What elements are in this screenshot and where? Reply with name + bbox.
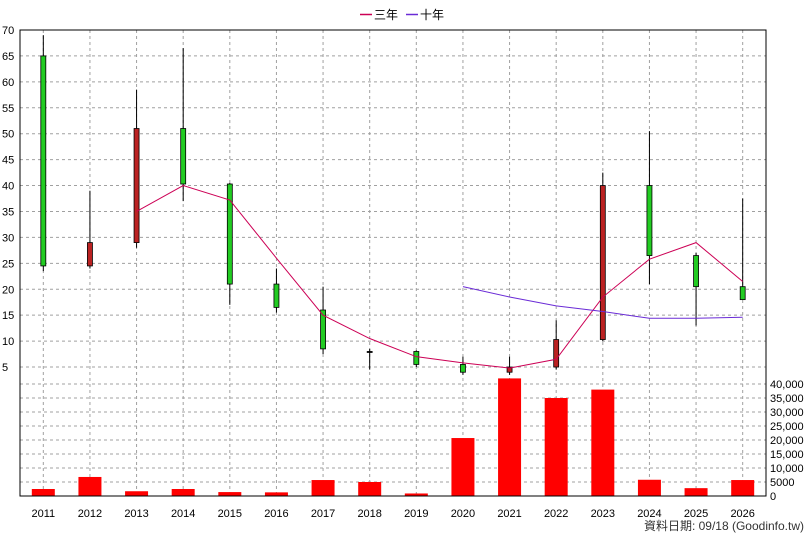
- candle-body: [553, 339, 560, 368]
- volume-bar: [451, 438, 475, 496]
- x-tick-label: 2025: [684, 508, 708, 520]
- volume-tick-label: 30,000: [770, 407, 804, 419]
- legend: 三年 十年: [360, 8, 444, 22]
- volume-bar: [171, 489, 195, 496]
- volume-bar: [358, 482, 382, 496]
- price-tick-label: 25: [2, 258, 14, 270]
- volume-bar: [218, 492, 242, 496]
- candle-body: [320, 309, 326, 350]
- x-tick-label: 2011: [31, 508, 55, 520]
- volume-bar: [78, 476, 102, 496]
- candle-body: [40, 55, 47, 267]
- volume-bar: [684, 488, 708, 496]
- candle-body: [226, 183, 233, 285]
- volume-bar: [591, 389, 615, 496]
- x-tick-label: 2017: [311, 508, 335, 520]
- candle-body: [87, 242, 93, 267]
- series-line: [462, 286, 743, 319]
- price-tick-label: 5: [2, 362, 8, 374]
- volume-bar: [31, 489, 55, 496]
- x-tick-label: 2014: [171, 508, 195, 520]
- price-tick-label: 20: [2, 284, 14, 296]
- price-tick-label: 60: [2, 77, 14, 89]
- candle-body: [273, 283, 280, 308]
- price-tick-label: 70: [2, 25, 14, 37]
- volume-bar: [731, 480, 755, 496]
- candle-body: [133, 128, 140, 243]
- x-tick-label: 2022: [544, 508, 568, 520]
- x-tick-label: 2018: [357, 508, 381, 520]
- volume-bar: [125, 491, 149, 496]
- x-tick-label: 2013: [124, 508, 148, 520]
- price-tick-label: 55: [2, 103, 14, 115]
- candle-body: [460, 364, 466, 373]
- volume-bar: [544, 398, 568, 496]
- x-tick-label: 2016: [264, 508, 288, 520]
- price-tick-label: 45: [2, 155, 14, 167]
- x-tick-label: 2012: [78, 508, 102, 520]
- source-date-label: 資料日期: 09/18 (Goodinfo.tw): [644, 519, 804, 533]
- candle-body: [506, 366, 513, 373]
- candle-body: [599, 185, 606, 340]
- volume-tick-label: 35,000: [770, 393, 804, 405]
- candle-body: [739, 286, 746, 301]
- plot-frame: [19, 29, 767, 497]
- price-tick-label: 10: [2, 336, 14, 348]
- price-tick-label: 35: [2, 206, 14, 218]
- legend-label-three-year: 三年: [374, 8, 398, 22]
- price-tick-label: 40: [2, 181, 14, 193]
- x-tick-label: 2020: [451, 508, 475, 520]
- x-tick-label: 2026: [730, 508, 754, 520]
- volume-bar: [404, 493, 428, 496]
- candle-body: [413, 351, 420, 365]
- volume-bar: [264, 492, 288, 496]
- candle-body: [646, 185, 653, 256]
- x-tick-label: 2015: [218, 508, 242, 520]
- price-axis: 70 65 60 55 50 45 40 35 30 25 20 15 10 5: [2, 25, 14, 374]
- candle-body: [180, 128, 187, 185]
- volume-tick-label: 5000: [770, 477, 794, 489]
- volume-bars: [31, 378, 755, 496]
- volume-bar: [637, 479, 661, 496]
- volume-tick-label: 40,000: [770, 379, 804, 391]
- x-tick-label: 2024: [637, 508, 661, 520]
- volume-tick-label: 25,000: [770, 421, 804, 433]
- x-tick-label: 2019: [404, 508, 428, 520]
- price-tick-label: 30: [2, 232, 14, 244]
- x-axis: 2011 2012 2013 2014 2015 2016 2017 2018 2019 2020…: [31, 508, 754, 520]
- price-tick-label: 65: [2, 51, 14, 63]
- legend-label-ten-year: 十年: [420, 8, 444, 22]
- volume-axis: 40,000 35,000 30,000 25,000 20,000 15,000 10,0…: [770, 379, 804, 503]
- x-tick-label: 2021: [497, 508, 521, 520]
- volume-bar: [498, 378, 522, 496]
- series-line: [136, 185, 744, 369]
- candle-body: [366, 351, 373, 353]
- x-tick-label: 2023: [591, 508, 615, 520]
- volume-bar: [311, 480, 335, 496]
- volume-tick-label: 10,000: [770, 463, 804, 475]
- price-tick-label: 15: [2, 310, 14, 322]
- volume-tick-label: 0: [770, 491, 776, 503]
- candles: [40, 35, 746, 375]
- candle-body: [693, 255, 699, 288]
- volume-tick-label: 15,000: [770, 449, 804, 461]
- moving-average-lines: [136, 185, 744, 369]
- volume-tick-label: 20,000: [770, 435, 804, 447]
- price-tick-label: 50: [2, 129, 14, 141]
